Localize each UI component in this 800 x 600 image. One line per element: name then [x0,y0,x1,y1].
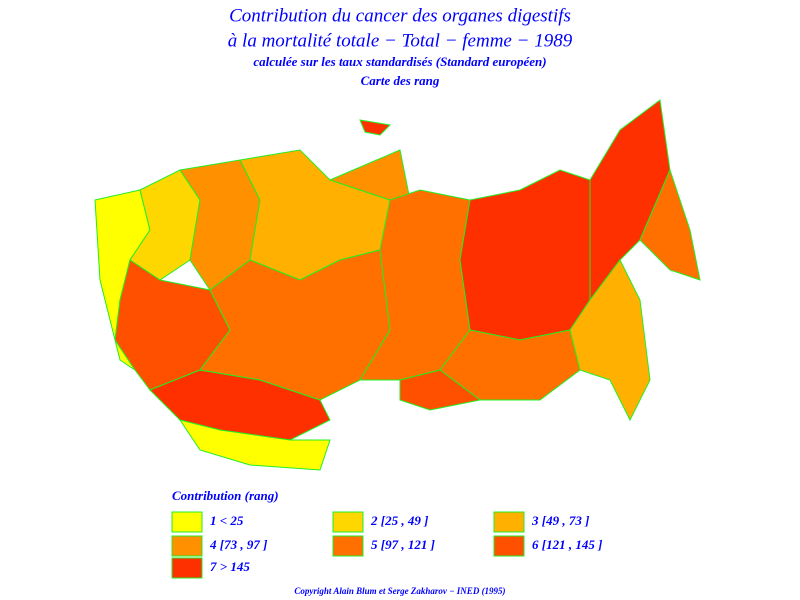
region [639,168,701,281]
copyright: Copyright Alain Blum et Serge Zakharov −… [294,586,505,596]
legend-label: 7 > 145 [210,559,250,574]
legend-swatch [171,557,203,579]
region [459,169,591,341]
legend-title: Contribution (rang) [172,488,279,503]
legend-label: 5 [97 , 121 ] [371,537,435,552]
title-line: Contribution du cancer des organes diges… [229,5,571,26]
legend-swatch [171,511,203,533]
subtitle: calculée sur les taux standardisés (Stan… [253,54,546,69]
legend-label: 2 [25 , 49 ] [370,513,428,528]
region [359,119,392,136]
region [569,259,651,422]
region [178,419,331,471]
legend: 1 < 25 2 [25 , 49 ] 3 [49 , 73 ] 4 [73 , 97… [171,511,602,579]
region [399,369,482,411]
legend-swatch [171,535,203,557]
map-kind: Carte des rang [361,73,440,88]
legend-swatch [332,535,364,557]
legend-label: 6 [121 , 145 ] [532,537,602,552]
legend-label: 3 [49 , 73 ] [531,513,589,528]
legend-swatch [332,511,364,533]
map [94,99,701,471]
legend-label: 1 < 25 [210,513,244,528]
legend-swatch [493,535,525,557]
legend-swatch [493,511,525,533]
legend-label: 4 [73 , 97 ] [209,537,267,552]
title-line: à la mortalité totale − Total − femme − … [228,30,573,51]
